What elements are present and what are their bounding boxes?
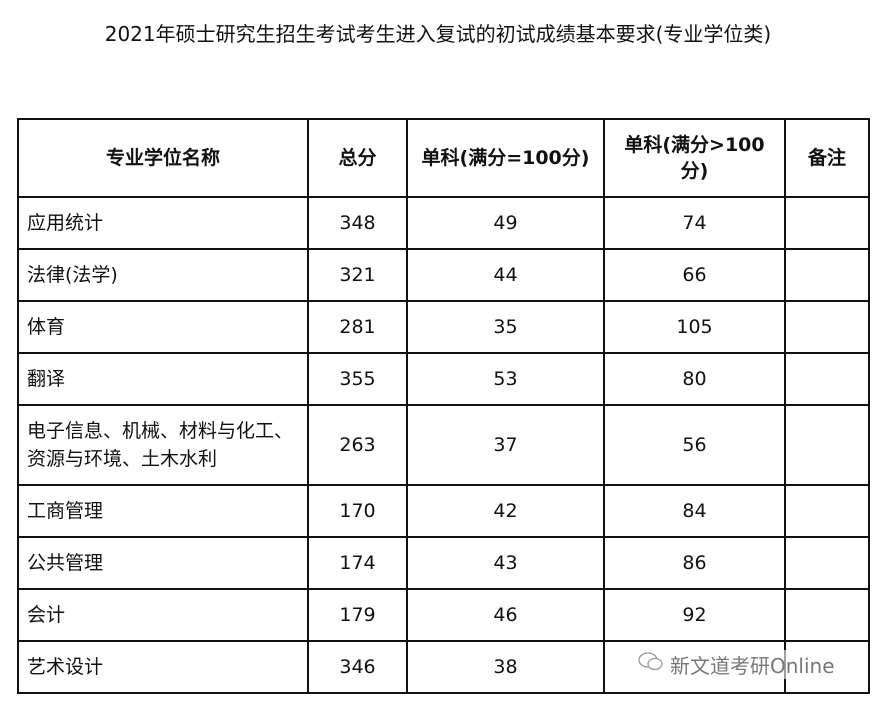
- table-row: 公共管理 174 43 86: [17, 536, 870, 590]
- table-row: 翻译 355 53 80: [17, 352, 870, 406]
- cell-name: 艺术设计: [17, 640, 309, 694]
- cell-name: 翻译: [17, 352, 309, 406]
- cell-name: 工商管理: [17, 484, 309, 538]
- table-row: 电子信息、机械、材料与化工、资源与环境、土木水利 263 37 56: [17, 404, 870, 486]
- cell-single-100: 43: [406, 536, 605, 590]
- header-single-over-100: 单科(满分>100分): [603, 118, 786, 198]
- cell-single-over-100: 105: [603, 300, 786, 354]
- page-title: 2021年硕士研究生招生考试考生进入复试的初试成绩基本要求(专业学位类): [104, 22, 772, 46]
- cell-total: 346: [307, 640, 408, 694]
- cell-remarks: [784, 536, 870, 590]
- cell-single-100: 37: [406, 404, 605, 486]
- cell-single-100: 38: [406, 640, 605, 694]
- cell-single-100: 44: [406, 248, 605, 302]
- cell-name: 电子信息、机械、材料与化工、资源与环境、土木水利: [17, 404, 309, 486]
- cell-single-100: 35: [406, 300, 605, 354]
- table-row: 工商管理 170 42 84: [17, 484, 870, 538]
- cell-total: 281: [307, 300, 408, 354]
- cell-single-100: 42: [406, 484, 605, 538]
- cell-remarks: [784, 404, 870, 486]
- cell-single-100: 46: [406, 588, 605, 642]
- table-row: 法律(法学) 321 44 66: [17, 248, 870, 302]
- cell-single-over-100: 92: [603, 588, 786, 642]
- table-row: 会计 179 46 92: [17, 588, 870, 642]
- cell-name: 体育: [17, 300, 309, 354]
- header-row: 专业学位名称 总分 单科(满分=100分) 单科(满分>100分) 备注: [17, 118, 870, 198]
- header-name: 专业学位名称: [17, 118, 309, 198]
- cell-total: 263: [307, 404, 408, 486]
- table-row: 应用统计 348 49 74: [17, 196, 870, 250]
- cell-name: 会计: [17, 588, 309, 642]
- cell-remarks: [784, 588, 870, 642]
- cell-total: 174: [307, 536, 408, 590]
- cell-name: 法律(法学): [17, 248, 309, 302]
- cell-single-100: 53: [406, 352, 605, 406]
- cell-single-over-100: 56: [603, 404, 786, 486]
- cell-single-over-100: 86: [603, 536, 786, 590]
- cell-single-over-100: 80: [603, 352, 786, 406]
- cell-total: 179: [307, 588, 408, 642]
- cell-single-over-100: 74: [603, 196, 786, 250]
- cell-name: 公共管理: [17, 536, 309, 590]
- cell-single-over-100: 84: [603, 484, 786, 538]
- cell-total: 321: [307, 248, 408, 302]
- watermark-text: 新文道考研Online: [670, 654, 835, 678]
- table-row: 体育 281 35 105: [17, 300, 870, 354]
- cell-total: 355: [307, 352, 408, 406]
- wechat-icon: [638, 651, 664, 678]
- cell-remarks: [784, 352, 870, 406]
- cell-name: 应用统计: [17, 196, 309, 250]
- header-total: 总分: [307, 118, 408, 198]
- cell-single-over-100: 66: [603, 248, 786, 302]
- cell-remarks: [784, 248, 870, 302]
- header-remarks: 备注: [784, 118, 870, 198]
- cell-total: 170: [307, 484, 408, 538]
- cell-single-100: 49: [406, 196, 605, 250]
- cell-total: 348: [307, 196, 408, 250]
- cell-remarks: [784, 196, 870, 250]
- score-table: 专业学位名称 总分 单科(满分=100分) 单科(满分>100分) 备注 应用统…: [17, 118, 870, 694]
- watermark: 新文道考研Online: [638, 650, 835, 679]
- cell-remarks: [784, 484, 870, 538]
- header-single-100: 单科(满分=100分): [406, 118, 605, 198]
- cell-remarks: [784, 300, 870, 354]
